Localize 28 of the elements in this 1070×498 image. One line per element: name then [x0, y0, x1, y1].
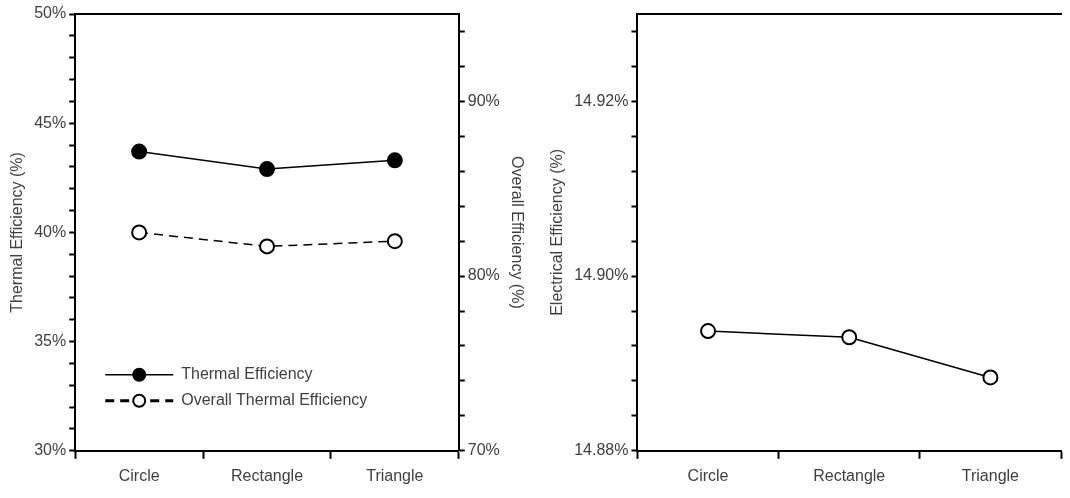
x-tick-label: Triangle	[961, 466, 1020, 484]
x-tick-label: Rectangle	[813, 466, 886, 484]
point	[841, 329, 858, 346]
y2-tick-label: 80%	[467, 266, 500, 284]
y-tick-label: 35%	[34, 332, 67, 350]
point	[700, 323, 717, 340]
y-tick-label: 14.88%	[574, 441, 629, 459]
y2-tick-label: 90%	[467, 91, 500, 109]
point	[386, 233, 403, 250]
y-axis-title: Electrical Efficiency (%)	[548, 148, 566, 316]
x-tick-label: Circle	[118, 466, 160, 484]
y-tick-label: 30%	[34, 441, 67, 459]
y-tick-label: 14.90%	[574, 266, 629, 284]
point	[982, 369, 999, 386]
x-tick-label: Rectangle	[230, 466, 304, 484]
y2-tick-label: 70%	[467, 441, 500, 459]
y-tick-label: 14.92%	[574, 91, 629, 109]
point	[131, 224, 148, 241]
y-axis-title: Thermal Efficiency (%)	[8, 152, 26, 313]
y-tick-label: 45%	[34, 113, 67, 131]
legend-label: Overall Thermal Efficiency	[181, 391, 368, 409]
point	[259, 238, 275, 255]
y-tick-label: 50%	[34, 4, 67, 22]
y2-axis-title: Overall Efficiency (%)	[508, 156, 526, 309]
x-tick-label: Triangle	[366, 466, 424, 484]
x-tick-label: Circle	[687, 466, 729, 484]
legend-label: Thermal Efficiency	[181, 365, 313, 383]
y-tick-label: 40%	[34, 222, 67, 240]
